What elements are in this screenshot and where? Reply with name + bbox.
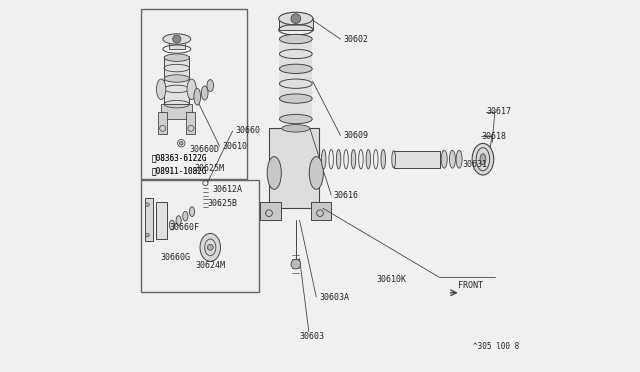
Ellipse shape bbox=[280, 35, 312, 44]
Circle shape bbox=[145, 233, 149, 237]
Bar bbox=[158, 112, 168, 134]
Ellipse shape bbox=[449, 150, 456, 168]
Ellipse shape bbox=[164, 75, 189, 82]
Text: ^305 l00 8: ^305 l00 8 bbox=[472, 342, 519, 351]
Ellipse shape bbox=[337, 150, 341, 169]
Text: 30603A: 30603A bbox=[319, 293, 349, 302]
Bar bbox=[280, 37, 312, 119]
Bar bbox=[394, 151, 440, 168]
Circle shape bbox=[145, 203, 149, 206]
Ellipse shape bbox=[280, 94, 312, 103]
Ellipse shape bbox=[176, 216, 181, 225]
Bar bbox=[168, 39, 185, 49]
Text: ⓝ08911-1082G: ⓝ08911-1082G bbox=[152, 166, 207, 175]
Text: 30617: 30617 bbox=[486, 107, 511, 116]
Text: 30610: 30610 bbox=[223, 142, 248, 151]
Text: Ⓢ08363-6122G: Ⓢ08363-6122G bbox=[152, 153, 207, 162]
Text: 30602: 30602 bbox=[343, 35, 368, 44]
Bar bbox=[161, 104, 193, 119]
Bar bbox=[278, 18, 313, 30]
Ellipse shape bbox=[321, 150, 326, 169]
Ellipse shape bbox=[164, 54, 189, 61]
Circle shape bbox=[179, 141, 183, 145]
Text: 30631: 30631 bbox=[463, 160, 488, 169]
Text: 30660: 30660 bbox=[235, 126, 260, 135]
Text: 30618: 30618 bbox=[482, 132, 507, 141]
Bar bbox=[164, 56, 189, 104]
Text: 30660D: 30660D bbox=[189, 145, 219, 154]
Text: 30624M: 30624M bbox=[195, 262, 225, 270]
Bar bbox=[156, 202, 168, 239]
Ellipse shape bbox=[207, 80, 214, 92]
Text: 30609: 30609 bbox=[343, 131, 368, 140]
Ellipse shape bbox=[441, 150, 447, 168]
Ellipse shape bbox=[163, 34, 191, 44]
Circle shape bbox=[173, 35, 181, 43]
Bar bbox=[141, 9, 248, 179]
Circle shape bbox=[291, 259, 301, 269]
Bar bbox=[141, 180, 259, 292]
Ellipse shape bbox=[351, 150, 356, 169]
Ellipse shape bbox=[187, 79, 196, 100]
Ellipse shape bbox=[157, 79, 166, 100]
Text: Ⓢ08363-6122G: Ⓢ08363-6122G bbox=[152, 153, 207, 162]
Ellipse shape bbox=[309, 157, 323, 189]
Ellipse shape bbox=[183, 211, 188, 221]
Ellipse shape bbox=[200, 234, 221, 261]
Text: 30625M: 30625M bbox=[195, 164, 224, 173]
Ellipse shape bbox=[392, 151, 396, 168]
Ellipse shape bbox=[456, 150, 462, 168]
Ellipse shape bbox=[189, 207, 195, 217]
Text: 30603: 30603 bbox=[300, 332, 324, 341]
Ellipse shape bbox=[194, 89, 200, 105]
Bar bbox=[145, 198, 154, 241]
Circle shape bbox=[291, 14, 301, 23]
Ellipse shape bbox=[381, 150, 385, 169]
Text: 30625B: 30625B bbox=[207, 199, 237, 208]
Ellipse shape bbox=[280, 115, 312, 124]
Ellipse shape bbox=[267, 157, 282, 189]
Bar bbox=[260, 202, 281, 220]
Ellipse shape bbox=[280, 64, 312, 74]
Text: 30660G: 30660G bbox=[160, 253, 190, 262]
Ellipse shape bbox=[480, 154, 486, 165]
Circle shape bbox=[207, 244, 213, 250]
Ellipse shape bbox=[278, 12, 313, 25]
Text: 30612A: 30612A bbox=[213, 185, 243, 194]
Text: 30660F: 30660F bbox=[170, 223, 199, 232]
Ellipse shape bbox=[170, 220, 175, 230]
Text: ⓝ08911-1082G: ⓝ08911-1082G bbox=[152, 166, 207, 175]
Bar bbox=[186, 112, 195, 134]
Ellipse shape bbox=[472, 144, 493, 175]
Ellipse shape bbox=[202, 86, 208, 100]
Text: FRONT: FRONT bbox=[458, 281, 483, 290]
Ellipse shape bbox=[282, 125, 310, 132]
Text: 30616: 30616 bbox=[334, 191, 359, 200]
Text: 30610K: 30610K bbox=[376, 275, 406, 284]
Ellipse shape bbox=[366, 150, 371, 169]
Bar bbox=[310, 202, 331, 220]
Bar bbox=[269, 128, 319, 208]
